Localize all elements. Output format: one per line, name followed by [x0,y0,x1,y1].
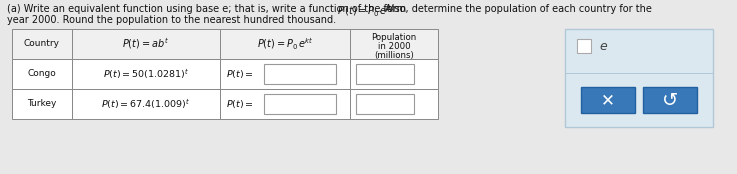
Text: $e$: $e$ [599,39,608,53]
Text: $P(t)=$: $P(t)=$ [226,98,254,110]
Text: ↺: ↺ [662,90,678,110]
Text: $P(t)=$: $P(t)=$ [226,68,254,80]
Bar [12,59,72,89]
Bar [220,89,350,119]
Text: in 2000: in 2000 [377,42,411,51]
Bar [577,39,591,53]
Text: $P\,(t)=P_0\,e^{kt}$: $P\,(t)=P_0\,e^{kt}$ [337,4,395,19]
Text: $P(t)=50(1.0281)^t$: $P(t)=50(1.0281)^t$ [103,67,189,81]
Bar [350,59,438,89]
Bar [565,29,713,127]
Bar [72,89,220,119]
Bar [350,29,438,59]
Bar [12,89,72,119]
Bar [12,29,72,59]
Text: ✕: ✕ [601,91,615,109]
Text: (a) Write an equivalent function using base e; that is, write a function of the : (a) Write an equivalent function using b… [7,4,409,14]
Bar [581,87,635,113]
Text: Congo: Congo [27,69,56,78]
Bar [72,29,220,59]
Text: . Also, determine the population of each country for the: . Also, determine the population of each… [379,4,652,14]
Bar [220,29,350,59]
Bar [356,94,414,114]
Text: Population: Population [371,33,416,42]
Bar [264,94,336,114]
Bar [220,59,350,89]
Text: Turkey: Turkey [27,100,57,109]
Text: Country: Country [24,39,60,49]
Bar [356,64,414,84]
Bar [72,59,220,89]
Text: year 2000. Round the population to the nearest hundred thousand.: year 2000. Round the population to the n… [7,15,336,25]
Bar [264,64,336,84]
Text: (millions): (millions) [374,51,414,60]
Text: $P(t)=67.4(1.009)^t$: $P(t)=67.4(1.009)^t$ [102,97,191,111]
Bar [643,87,697,113]
Bar [350,89,438,119]
Text: $P(t)=ab^t$: $P(t)=ab^t$ [122,37,170,51]
Text: $P(t)=P_0\,e^{kt}$: $P(t)=P_0\,e^{kt}$ [256,36,313,52]
